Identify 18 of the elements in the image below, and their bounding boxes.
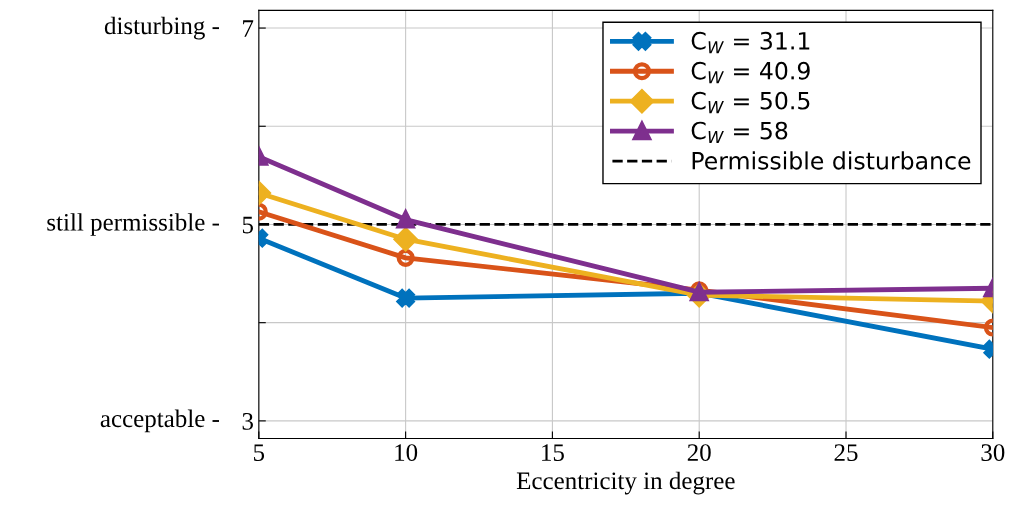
x-tick-label: 25 (834, 444, 858, 462)
legend-label: C$_{W}$ = 31.1 (691, 31, 810, 54)
y-tick-label: 3 (242, 413, 253, 430)
x-tick-label: 30 (981, 444, 1005, 462)
text: still permissible - (47, 213, 220, 236)
legend-label: Permissible disturbance (692, 151, 971, 170)
text: disturbing - (104, 16, 220, 40)
x-tick-label: 15 (542, 444, 564, 462)
legend-label: C$_{W}$ = 50.5 (691, 91, 810, 114)
x-tick-label: 5 (254, 444, 265, 462)
y-tick-label: 7 (243, 20, 254, 37)
legend-label: C$_{W}$ = 40.9 (691, 61, 810, 84)
legend-label: C$_{W}$ = 58 (691, 121, 788, 144)
x-axis-title: Eccentricity in degree (516, 471, 735, 495)
text: acceptable - (100, 409, 220, 433)
x-tick-label: 20 (687, 444, 711, 462)
x-tick-label: 10 (395, 444, 418, 462)
y-tick-label: 5 (242, 216, 253, 234)
